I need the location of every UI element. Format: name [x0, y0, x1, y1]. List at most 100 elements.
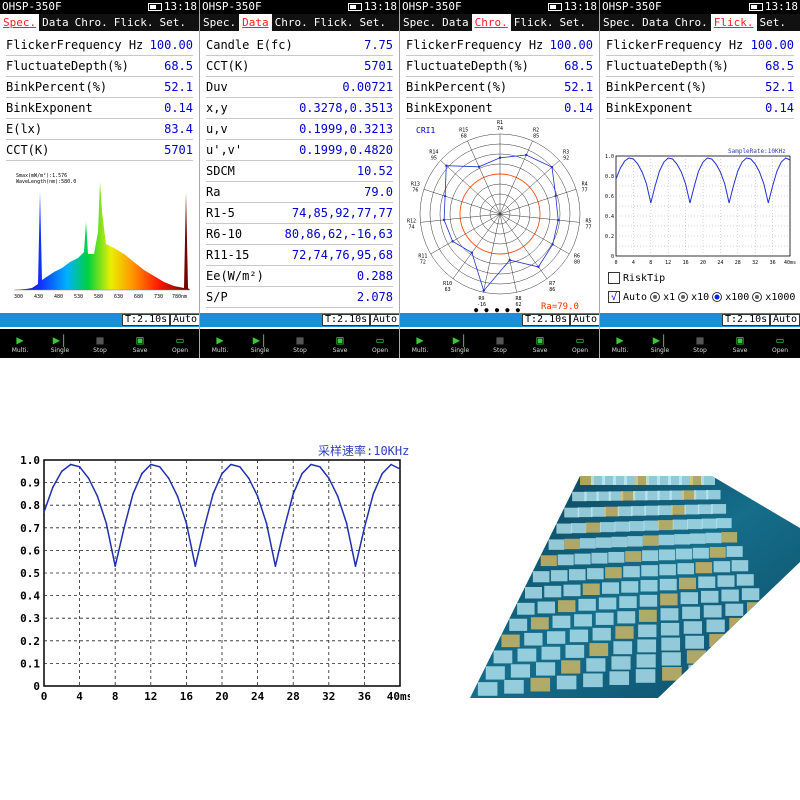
multi-button[interactable]: ▶ Multi.: [2, 333, 38, 354]
tool-label: Multi.: [411, 347, 429, 354]
cri-axis-value: 80: [574, 260, 580, 266]
led-cell: [711, 504, 727, 514]
multi-button[interactable]: ▶ Multi.: [602, 333, 638, 354]
save-button[interactable]: ▣ Save: [322, 333, 358, 354]
x-tick-label: 20: [700, 260, 706, 266]
x-tick-label: 0: [614, 260, 617, 266]
tab-set[interactable]: Set.: [359, 16, 387, 29]
tab-flick[interactable]: Flick.: [313, 16, 354, 29]
cri-axis-value: 95: [431, 155, 437, 161]
spectrum-chart: Smax(mW/m²):1.576 WaveLength(nm):580.0 3…: [14, 172, 190, 302]
row-label: E(lx): [6, 122, 43, 136]
single-button[interactable]: ▶| Single: [242, 333, 278, 354]
data-point: [310, 463, 312, 466]
risk-tip-label: RiskTip: [623, 272, 666, 284]
auto-box[interactable]: Auto: [370, 314, 399, 326]
tool-label: Open: [371, 347, 389, 354]
led-cell: [706, 490, 721, 500]
status-bar: OHSP-350F 13:18: [600, 0, 800, 14]
tab-spec[interactable]: Spec.: [403, 16, 437, 29]
tab-flick[interactable]: Flick.: [513, 16, 554, 29]
tab-spec[interactable]: Spec.: [203, 16, 237, 29]
folder-icon: ▭: [776, 333, 784, 347]
open-button[interactable]: ▭ Open: [362, 333, 398, 354]
tab-chro[interactable]: Chro.: [674, 16, 708, 29]
tab-data[interactable]: Data: [239, 14, 272, 31]
stop-icon: ■: [696, 333, 704, 347]
led-cell: [517, 602, 535, 615]
radio-x10[interactable]: [678, 292, 689, 302]
stop-button[interactable]: ■ Stop: [82, 333, 118, 354]
led-cell: [609, 671, 630, 685]
led-cell: [561, 660, 581, 674]
data-point: [194, 565, 197, 568]
data-point: [247, 477, 250, 479]
led-cell: [698, 576, 716, 588]
led-cell: [501, 634, 520, 648]
tab-data[interactable]: Data: [42, 16, 69, 29]
led-cell: [736, 574, 754, 586]
y-tick-label: 0.6: [20, 544, 40, 557]
tool-label: Open: [171, 347, 189, 354]
open-button[interactable]: ▭ Open: [162, 333, 198, 354]
stop-button[interactable]: ■ Stop: [282, 333, 318, 354]
data-point: [105, 522, 108, 525]
save-button[interactable]: ▣ Save: [722, 333, 758, 354]
tick-label: 300: [14, 294, 23, 300]
led-cell: [604, 506, 620, 517]
led-cell: [685, 635, 704, 649]
multi-button[interactable]: ▶ Multi.: [402, 333, 438, 354]
row-value: 2.078: [356, 290, 393, 304]
tab-spec[interactable]: Spec.: [603, 16, 637, 29]
led-cell: [660, 593, 678, 606]
stop-button[interactable]: ■ Stop: [482, 333, 518, 354]
risk-tip-checkbox[interactable]: [608, 272, 620, 284]
save-button[interactable]: ▣ Save: [522, 333, 558, 354]
row-fluctuate-depth: FluctuateDepth(%) 68.5: [6, 56, 193, 77]
tab-data[interactable]: Data: [642, 16, 669, 29]
tab-chro[interactable]: Chro.: [471, 14, 511, 31]
single-button[interactable]: ▶| Single: [642, 333, 678, 354]
led-cell: [687, 519, 703, 530]
row-value: 0.1999,0.3213: [299, 122, 393, 136]
led-cell: [714, 662, 735, 677]
led-cell: [620, 491, 636, 501]
scale-options: √ Auto x1 x10 x100 x1000: [608, 291, 795, 303]
radio-x100[interactable]: [712, 292, 723, 302]
auto-box[interactable]: Auto: [170, 314, 199, 326]
sample-rate-label: SampleRate:10KHz: [728, 148, 786, 155]
tab-flick[interactable]: Flick.: [710, 14, 757, 31]
row-label: Duv: [206, 80, 228, 94]
tab-set[interactable]: Set.: [559, 16, 587, 29]
tab-set[interactable]: Set.: [759, 16, 787, 29]
auto-checkbox[interactable]: √: [608, 291, 620, 303]
stop-button[interactable]: ■ Stop: [682, 333, 718, 354]
data-point: [96, 495, 99, 497]
single-button[interactable]: ▶| Single: [42, 333, 78, 354]
led-cell: [625, 551, 642, 562]
cri-axis-value: 74: [408, 224, 414, 230]
tab-chro[interactable]: Chro.: [74, 16, 108, 29]
tab-spec[interactable]: Spec.: [0, 14, 40, 31]
row-value: 100.00: [549, 38, 593, 52]
single-button[interactable]: ▶| Single: [442, 333, 478, 354]
row-label: CCT(K): [6, 143, 50, 157]
auto-box[interactable]: Auto: [570, 314, 599, 326]
multi-button[interactable]: ▶ Multi.: [202, 333, 238, 354]
y-tick-label: 0.6: [605, 194, 614, 200]
tab-flick[interactable]: Flick.: [113, 16, 154, 29]
radio-x1[interactable]: [650, 292, 661, 302]
open-button[interactable]: ▭ Open: [762, 333, 798, 354]
tab-chro[interactable]: Chro.: [274, 16, 308, 29]
y-tick-label: 0.4: [20, 590, 40, 603]
row-label: R6-10: [206, 227, 243, 241]
led-cell: [683, 621, 702, 634]
led-cell: [661, 637, 681, 651]
open-button[interactable]: ▭ Open: [562, 333, 598, 354]
radio-x1000[interactable]: [752, 292, 763, 302]
led-cell: [564, 538, 580, 550]
auto-box[interactable]: Auto: [770, 314, 800, 326]
save-button[interactable]: ▣ Save: [122, 333, 158, 354]
tab-data[interactable]: Data: [442, 16, 469, 29]
tab-set[interactable]: Set.: [159, 16, 187, 29]
